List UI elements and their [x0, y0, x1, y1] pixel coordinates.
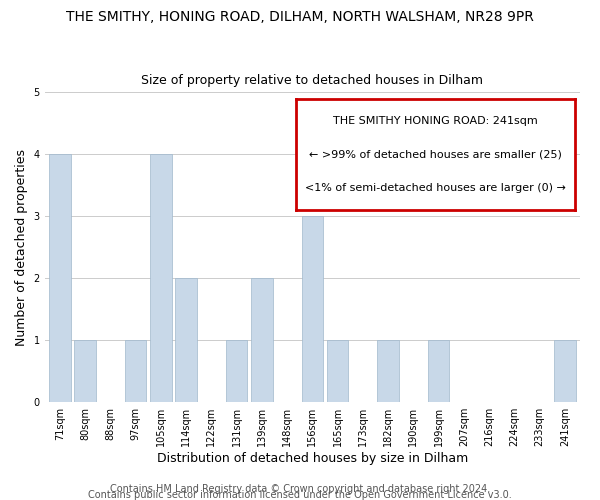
Text: Contains HM Land Registry data © Crown copyright and database right 2024.: Contains HM Land Registry data © Crown c… — [110, 484, 490, 494]
Bar — [226, 340, 247, 402]
Bar — [251, 278, 272, 402]
Bar — [302, 216, 323, 402]
Bar — [125, 340, 146, 402]
Bar — [49, 154, 71, 402]
Bar — [428, 340, 449, 402]
Text: THE SMITHY, HONING ROAD, DILHAM, NORTH WALSHAM, NR28 9PR: THE SMITHY, HONING ROAD, DILHAM, NORTH W… — [66, 10, 534, 24]
Bar — [74, 340, 96, 402]
Title: Size of property relative to detached houses in Dilham: Size of property relative to detached ho… — [142, 74, 484, 87]
Bar — [327, 340, 349, 402]
Bar — [150, 154, 172, 402]
Bar — [175, 278, 197, 402]
Text: Contains public sector information licensed under the Open Government Licence v3: Contains public sector information licen… — [88, 490, 512, 500]
Y-axis label: Number of detached properties: Number of detached properties — [15, 149, 28, 346]
Bar — [554, 340, 575, 402]
Bar — [377, 340, 399, 402]
X-axis label: Distribution of detached houses by size in Dilham: Distribution of detached houses by size … — [157, 452, 468, 465]
